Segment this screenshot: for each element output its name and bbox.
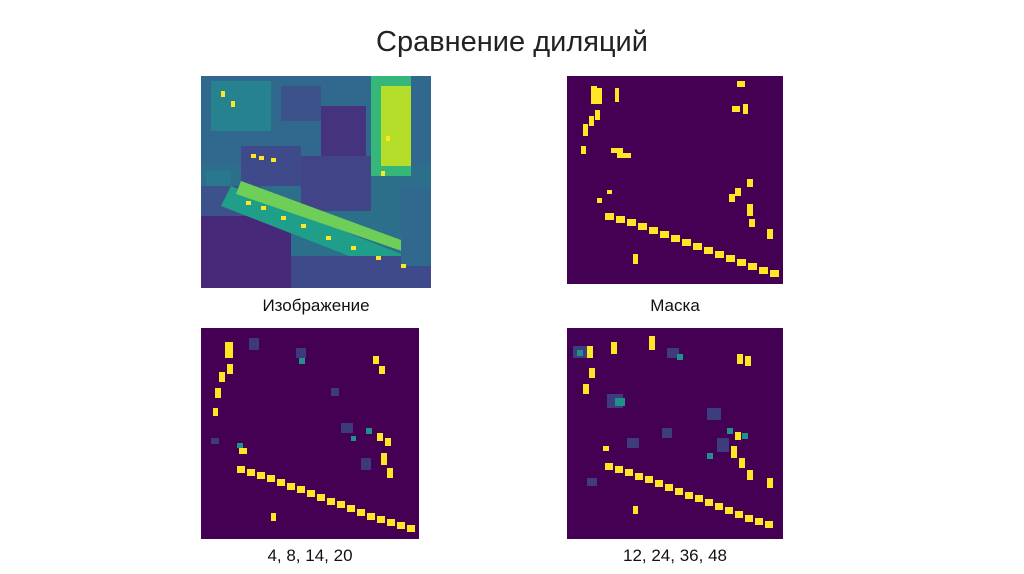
caption-image: Изображение bbox=[262, 296, 370, 315]
mask-panel bbox=[567, 76, 783, 284]
aerial-image-panel bbox=[201, 76, 431, 288]
mask-image bbox=[567, 76, 783, 284]
aerial-image bbox=[201, 76, 431, 288]
prediction-small-dilation-panel bbox=[201, 328, 419, 539]
caption-dilation-small: 4, 8, 14, 20 bbox=[267, 546, 353, 565]
prediction-large-dilation-panel bbox=[567, 328, 783, 539]
prediction-large-dilation bbox=[567, 328, 783, 539]
prediction-small-dilation bbox=[201, 328, 419, 539]
caption-dilation-large: 12, 24, 36, 48 bbox=[623, 546, 727, 565]
caption-mask: Маска bbox=[650, 296, 700, 315]
slide-title: Сравнение диляций bbox=[376, 26, 648, 58]
